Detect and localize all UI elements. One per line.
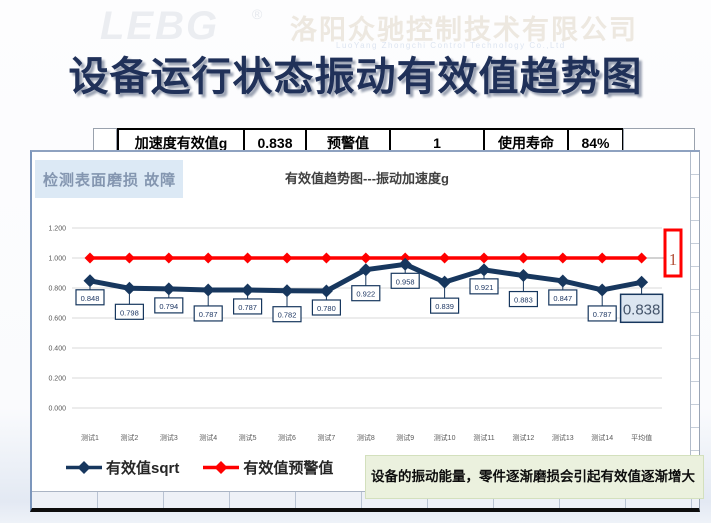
legend-item-threshold: 有效值预警值 (203, 457, 333, 478)
legend-label-rms: 有效值sqrt (106, 460, 180, 477)
svg-text:测试7: 测试7 (317, 433, 335, 442)
svg-text:0.787: 0.787 (238, 303, 257, 312)
svg-text:测试12: 测试12 (513, 433, 535, 442)
legend-item-rms: 有效值sqrt (66, 457, 179, 478)
svg-text:测试10: 测试10 (434, 433, 456, 442)
svg-text:0.847: 0.847 (553, 294, 572, 303)
svg-text:测试11: 测试11 (473, 433, 494, 442)
service-life-value: 84% (567, 128, 624, 157)
company-logo: LEBG (100, 4, 220, 48)
trend-chart: 0.000 0.200 0.400 0.600 0.800 1.000 1.200 测试1 测试… (48, 226, 683, 442)
svg-text:0.839: 0.839 (435, 302, 454, 311)
chart-plot-background (32, 152, 699, 492)
svg-text:0.782: 0.782 (278, 311, 297, 320)
svg-text:测试14: 测试14 (591, 433, 613, 442)
legend-label-threshold: 有效值预警值 (243, 460, 334, 477)
svg-text:0.838: 0.838 (623, 301, 661, 318)
svg-text:0.958: 0.958 (396, 277, 415, 286)
svg-text:测试6: 测试6 (278, 433, 296, 442)
svg-text:0.921: 0.921 (475, 283, 494, 292)
chart-title: 有效值趋势图---振动加速度g (285, 171, 449, 186)
svg-text:0.200: 0.200 (48, 376, 66, 383)
svg-text:测试5: 测试5 (239, 433, 257, 442)
company-name-cn: 洛阳众驰控制技术有限公司 (290, 15, 638, 45)
watermark-header: LEBG ® 洛阳众驰控制技术有限公司 LuoYang Zhongchi Con… (0, 4, 711, 54)
svg-text:测试9: 测试9 (396, 433, 414, 442)
chart-panel-inner: 0.000 0.200 0.400 0.600 0.800 1.000 1.200 测试1 测试… (32, 152, 704, 508)
svg-text:测试1: 测试1 (81, 433, 99, 442)
svg-text:0.800: 0.800 (48, 286, 66, 293)
company-name-en: LuoYang Zhongchi Control Technology Co.,… (336, 41, 566, 50)
svg-text:0.848: 0.848 (81, 294, 100, 303)
svg-text:测试13: 测试13 (552, 433, 574, 442)
svg-text:测试4: 测试4 (199, 433, 217, 442)
svg-text:测试2: 测试2 (120, 433, 138, 442)
svg-text:测试8: 测试8 (357, 433, 375, 442)
svg-text:0.794: 0.794 (159, 302, 178, 311)
svg-text:0.787: 0.787 (199, 310, 218, 319)
svg-text:0.400: 0.400 (48, 346, 66, 353)
chart-legend: 有效值sqrt 有效值预警值 (66, 457, 333, 478)
diamond-line-marker-icon (66, 461, 102, 474)
svg-text:1.200: 1.200 (48, 226, 66, 233)
registered-mark-icon: ® (252, 6, 263, 22)
svg-text:0.000: 0.000 (48, 406, 66, 413)
chart-panel: 0.000 0.200 0.400 0.600 0.800 1.000 1.200 测试1 测试… (30, 150, 704, 512)
svg-text:0.922: 0.922 (356, 290, 375, 299)
page-title: 设备运行状态振动有效值趋势图 (68, 55, 643, 99)
svg-text:0.787: 0.787 (593, 310, 612, 319)
fault-detection-label: 检测表面磨损 故障 (35, 160, 183, 198)
svg-text:0.780: 0.780 (317, 304, 336, 313)
svg-text:0.883: 0.883 (514, 296, 533, 305)
svg-text:平均值: 平均值 (631, 433, 652, 442)
svg-text:1.000: 1.000 (48, 256, 66, 263)
svg-text:0.600: 0.600 (48, 316, 66, 323)
spreadsheet-column-strip (690, 152, 699, 492)
svg-text:0.798: 0.798 (120, 308, 139, 317)
diamond-line-marker-icon (203, 461, 240, 474)
svg-text:测试3: 测试3 (160, 433, 178, 442)
note-box: 设备的振动能量，零件逐渐磨损会引起有效值逐渐增大 (365, 455, 704, 499)
svg-text:1: 1 (669, 250, 678, 269)
